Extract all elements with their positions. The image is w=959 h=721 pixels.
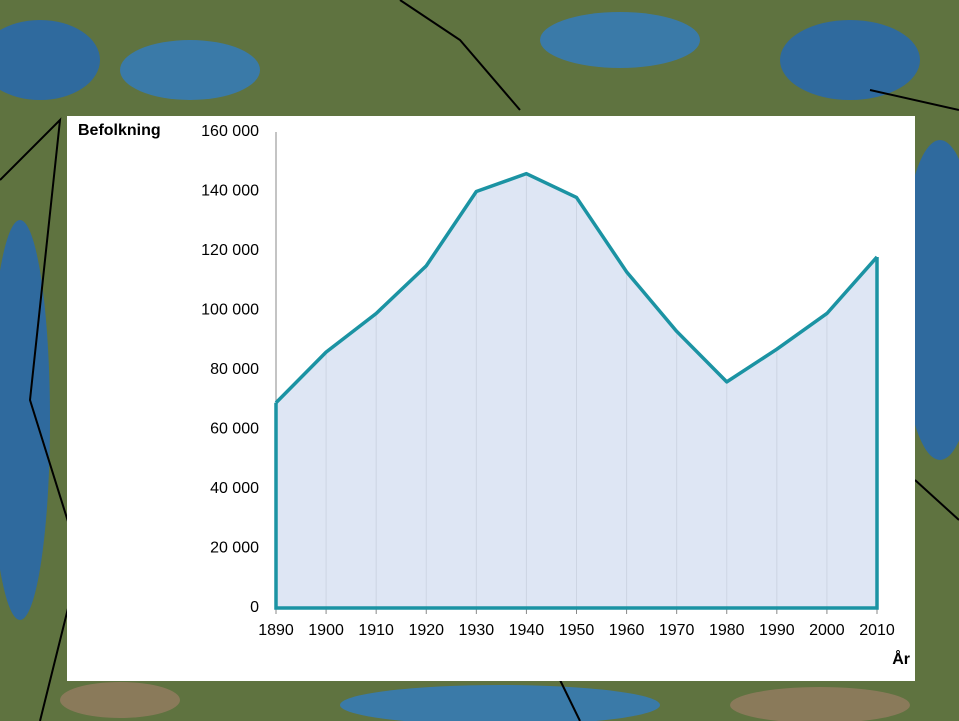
x-tick-label: 1990 [759, 622, 795, 639]
y-tick-label: 140 000 [201, 183, 259, 200]
x-tick-label: 2010 [859, 622, 895, 639]
y-axis-label: Befolkning [78, 122, 161, 139]
y-tick-label: 60 000 [210, 421, 259, 438]
x-tick-label: 1890 [258, 622, 294, 639]
y-tick-label: 20 000 [210, 540, 259, 557]
x-tick-label: 1910 [358, 622, 394, 639]
y-tick-label: 80 000 [210, 361, 259, 378]
y-tick-label: 100 000 [201, 302, 259, 319]
x-tick-label: 1920 [408, 622, 444, 639]
line [274, 171, 879, 404]
area-outline [274, 256, 879, 610]
x-tick-label: 2000 [809, 622, 845, 639]
x-tick-label: 1900 [308, 622, 344, 639]
x-tick-label: 1940 [509, 622, 545, 639]
x-axis-label: År [892, 649, 910, 668]
y-tick-label: 120 000 [201, 242, 259, 259]
area-fill [276, 173, 877, 608]
y-tick-label: 40 000 [210, 480, 259, 497]
x-tick-label: 1980 [709, 622, 745, 639]
y-tick-label: 160 000 [201, 123, 259, 140]
x-tick-label: 1930 [459, 622, 495, 639]
x-tick-label: 1960 [609, 622, 645, 639]
x-tick-label: 1950 [559, 622, 595, 639]
y-tick-label: 0 [250, 599, 259, 616]
x-tick-label: 1970 [659, 622, 695, 639]
